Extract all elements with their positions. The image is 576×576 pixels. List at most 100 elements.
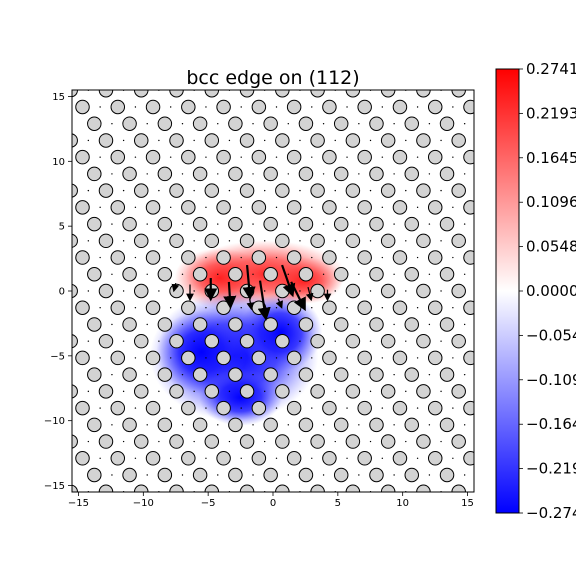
atom — [345, 133, 361, 148]
atom — [251, 451, 267, 466]
atom — [310, 183, 325, 198]
quiver-dot — [111, 123, 113, 125]
atom — [228, 467, 243, 483]
quiver-dot — [487, 407, 488, 408]
atom — [122, 267, 137, 282]
quiver-dot — [299, 340, 301, 342]
atom — [251, 99, 267, 115]
atom-lattice — [72, 90, 489, 492]
atom — [181, 451, 196, 466]
atom — [476, 468, 489, 481]
atom — [228, 166, 243, 182]
quiver-dot — [87, 390, 90, 393]
x-tick-label: 10 — [396, 498, 409, 509]
atom — [122, 116, 137, 131]
atom — [98, 133, 114, 148]
atom — [157, 267, 173, 282]
atom — [416, 333, 431, 349]
atom — [380, 384, 396, 399]
y-tick-label: −5 — [50, 351, 65, 362]
atom — [204, 233, 220, 249]
atom — [72, 334, 78, 349]
atom — [145, 350, 161, 366]
atom — [322, 300, 337, 315]
quiver-dot — [428, 223, 431, 225]
atom — [392, 200, 408, 215]
atom — [310, 283, 325, 299]
colorbar-tick-label: −0.0548 — [526, 326, 576, 344]
x-axis: −15 −10 −5 0 5 10 15 — [68, 492, 474, 509]
quiver-dot — [487, 207, 488, 208]
atom — [427, 400, 443, 416]
atom — [286, 250, 302, 265]
atom — [239, 384, 255, 399]
quiver-dot — [193, 440, 195, 443]
quiver-dot — [287, 273, 290, 275]
atom — [216, 200, 231, 215]
atom — [392, 400, 408, 416]
atom — [322, 350, 337, 366]
atom — [416, 434, 431, 449]
quiver-dot — [440, 189, 442, 192]
quiver-dot — [416, 457, 419, 459]
atom — [72, 283, 78, 299]
quiver-dot — [452, 156, 454, 158]
atom — [145, 250, 161, 265]
atom — [476, 368, 489, 381]
atom — [298, 267, 314, 282]
atom — [392, 149, 408, 165]
quiver-dot — [217, 123, 219, 125]
quiver-dot — [416, 156, 419, 158]
quiver-dot — [264, 240, 266, 242]
quiver-dot — [322, 373, 325, 376]
quiver-dot — [393, 273, 395, 275]
atom — [322, 149, 337, 165]
quiver-dot — [416, 357, 419, 359]
quiver-dot — [452, 206, 454, 209]
atom — [239, 434, 255, 449]
quiver-dot — [381, 307, 384, 309]
quiver-dot — [393, 223, 395, 225]
atom — [322, 250, 337, 265]
quiver-dot — [181, 424, 184, 426]
quiver-dot — [334, 139, 336, 142]
quiver-dot — [252, 123, 254, 125]
quiver-dot — [463, 223, 466, 225]
atom — [380, 333, 396, 349]
quiver-dot — [299, 390, 301, 393]
quiver-dot — [264, 340, 266, 342]
x-tick-label: 5 — [335, 498, 341, 509]
quiver-dot — [193, 139, 195, 142]
quiver-dot — [452, 407, 454, 409]
atom — [134, 183, 149, 198]
atom — [157, 116, 173, 131]
quiver-dot — [122, 440, 125, 443]
atom — [87, 267, 102, 282]
atom — [369, 417, 384, 433]
atom — [251, 250, 267, 265]
displacement-arrow — [257, 280, 271, 321]
quiver-dot — [87, 340, 90, 342]
atom — [275, 283, 290, 299]
quiver-dot — [181, 223, 184, 225]
quiver-dot — [299, 440, 301, 443]
atom — [286, 451, 302, 466]
quiver-dot — [358, 173, 360, 175]
atom — [134, 283, 149, 299]
quiver-dot — [122, 290, 125, 292]
quiver-dot — [169, 357, 172, 359]
quiver-dot — [299, 189, 301, 192]
quiver-dot — [393, 424, 395, 426]
quiver-dot — [205, 357, 207, 359]
quiver-dot — [416, 307, 419, 309]
atom — [298, 317, 314, 332]
atom — [275, 233, 290, 249]
atom — [275, 183, 290, 198]
quiver-dot — [240, 106, 242, 108]
quiver-dot — [452, 106, 454, 108]
quiver-dot — [476, 240, 477, 241]
atom — [181, 99, 196, 115]
atom — [451, 384, 466, 399]
atom — [380, 283, 396, 299]
x-tick-label: −5 — [201, 498, 216, 509]
